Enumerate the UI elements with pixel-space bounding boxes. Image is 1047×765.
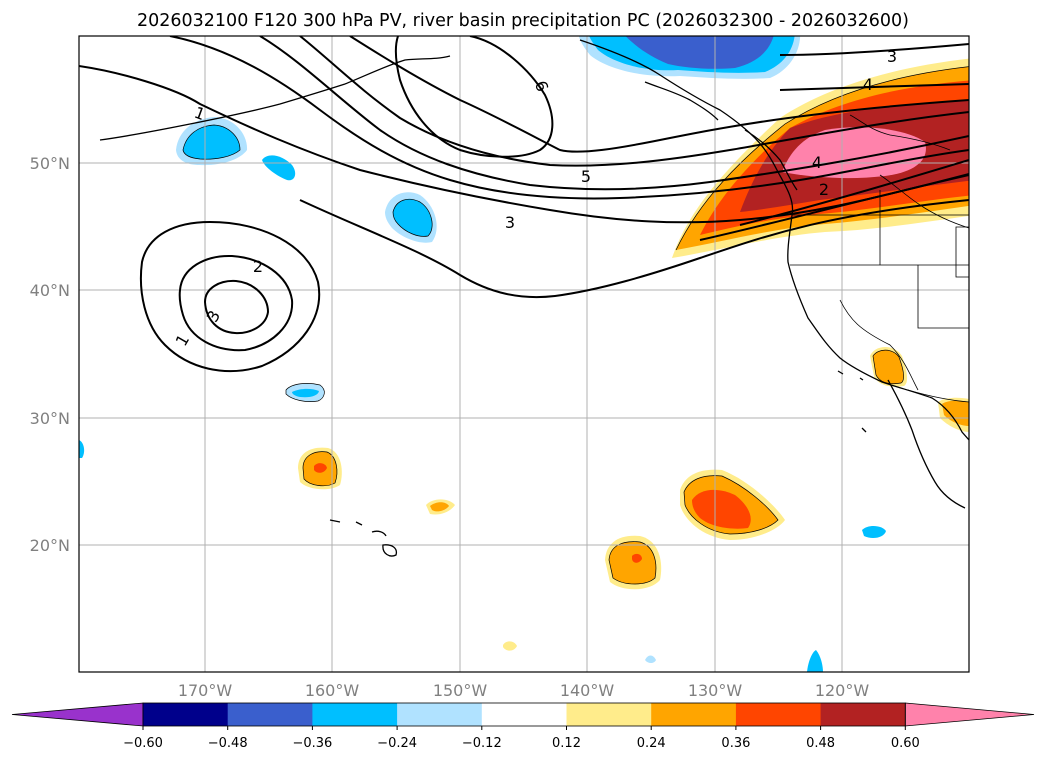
pv-contour-2-north [169, 36, 969, 200]
pc-negative-aleutian-1b [183, 125, 240, 160]
lon-label-120w: 120°W [815, 681, 870, 700]
pv-contours [79, 36, 969, 373]
pc-negative-central-b [393, 199, 433, 237]
colorbar-fills [11, 702, 1035, 727]
lon-tick-labels: 170°W 160°W 150°W 140°W 130°W 120°W [178, 681, 870, 700]
colorbar-extend-high [904, 702, 1035, 727]
pc-negative-aleutian-2 [262, 155, 296, 181]
colorbar-tick-label: −0.12 [462, 736, 502, 751]
colorbar-tick-label: −0.48 [208, 736, 248, 751]
colorbar-segment [820, 703, 906, 726]
colorbar-segment [481, 703, 567, 726]
colorbar-tick-label: 0.36 [721, 736, 750, 751]
colorbar-segment [143, 703, 229, 726]
colorbar-segment [651, 703, 737, 726]
map-panel: 1 6 5 3 3 4 4 2 2 3 1 50°N 40°N 30°N 20°… [30, 35, 970, 700]
figure-title: 2026032100 F120 300 hPa PV, river basin … [137, 11, 909, 31]
coastlines [99, 39, 969, 557]
colorbar-outline [142, 702, 906, 727]
lon-label-150w: 150°W [433, 681, 488, 700]
colorbar-tick-label: 0.48 [806, 736, 835, 751]
pv-label: 2 [819, 180, 829, 199]
colorbar-tick-label: 0.60 [891, 736, 920, 751]
colorbar-ticks: −0.60 −0.48 −0.36 −0.24 −0.12 0.12 0.24 0.36 0.4… [123, 726, 920, 751]
pv-contour-1-north [79, 65, 969, 224]
pv-contour-5-north [349, 36, 969, 153]
pv-cyclone-3 [203, 279, 270, 335]
colorbar-segment [735, 703, 822, 726]
colorbar-tick-label: −0.36 [292, 736, 332, 751]
pc-negative-south-4 [807, 650, 823, 672]
pv-contour-lower [299, 199, 969, 299]
colorbar: −0.60 −0.48 −0.36 −0.24 −0.12 0.12 0.24 0.36 0.4… [11, 702, 1035, 751]
colorbar-extend-low [11, 702, 144, 727]
map-frame [78, 35, 970, 673]
pv-contour-3-north [259, 36, 969, 191]
colorbar-tick-label: 0.12 [552, 736, 581, 751]
pc-contour-outlines [182, 66, 969, 585]
lat-label-50n: 50°N [30, 154, 70, 173]
pv-label: 2 [253, 257, 263, 276]
pv-cyclone-1 [139, 220, 321, 373]
pv-label: 4 [812, 153, 822, 172]
pv-contour-north-4 [779, 83, 969, 91]
lon-label-130w: 130°W [688, 681, 743, 700]
pv-contour-6 [394, 36, 554, 158]
pv-contour-4-north [299, 36, 969, 167]
pc-negative-south-1b [292, 388, 319, 398]
lat-label-30n: 30°N [30, 409, 70, 428]
colorbar-segment [566, 703, 652, 726]
pv-contour-north-coast-a [739, 159, 969, 226]
pc-negative-south-5 [645, 655, 656, 663]
lat-label-20n: 20°N [30, 536, 70, 555]
pc-positive-subtropics [298, 347, 969, 651]
colorbar-segment [312, 703, 398, 726]
precip-shading [79, 36, 969, 672]
pv-label: 3 [505, 213, 515, 232]
pc-negative-south-3 [79, 440, 85, 458]
graticule [79, 36, 969, 672]
lat-label-40n: 40°N [30, 281, 70, 300]
lon-label-140w: 140°W [560, 681, 615, 700]
pc-negative-south-2 [862, 525, 886, 539]
colorbar-tick-label: 0.24 [637, 736, 666, 751]
colorbar-segment [227, 703, 313, 726]
pv-label: 4 [863, 75, 873, 94]
pv-label: 5 [581, 167, 591, 186]
colorbar-segment [397, 703, 483, 726]
pv-contour-north-coast-b [699, 174, 969, 241]
colorbar-tick-label: −0.60 [123, 736, 163, 751]
lon-label-160w: 160°W [305, 681, 360, 700]
lat-tick-labels: 50°N 40°N 30°N 20°N [30, 154, 70, 555]
pv-label: 3 [887, 47, 897, 66]
colorbar-tick-label: −0.24 [377, 736, 417, 751]
pv-cyclone-2 [178, 254, 294, 352]
lon-label-170w: 170°W [178, 681, 233, 700]
pv-contour-north-3 [779, 43, 969, 56]
